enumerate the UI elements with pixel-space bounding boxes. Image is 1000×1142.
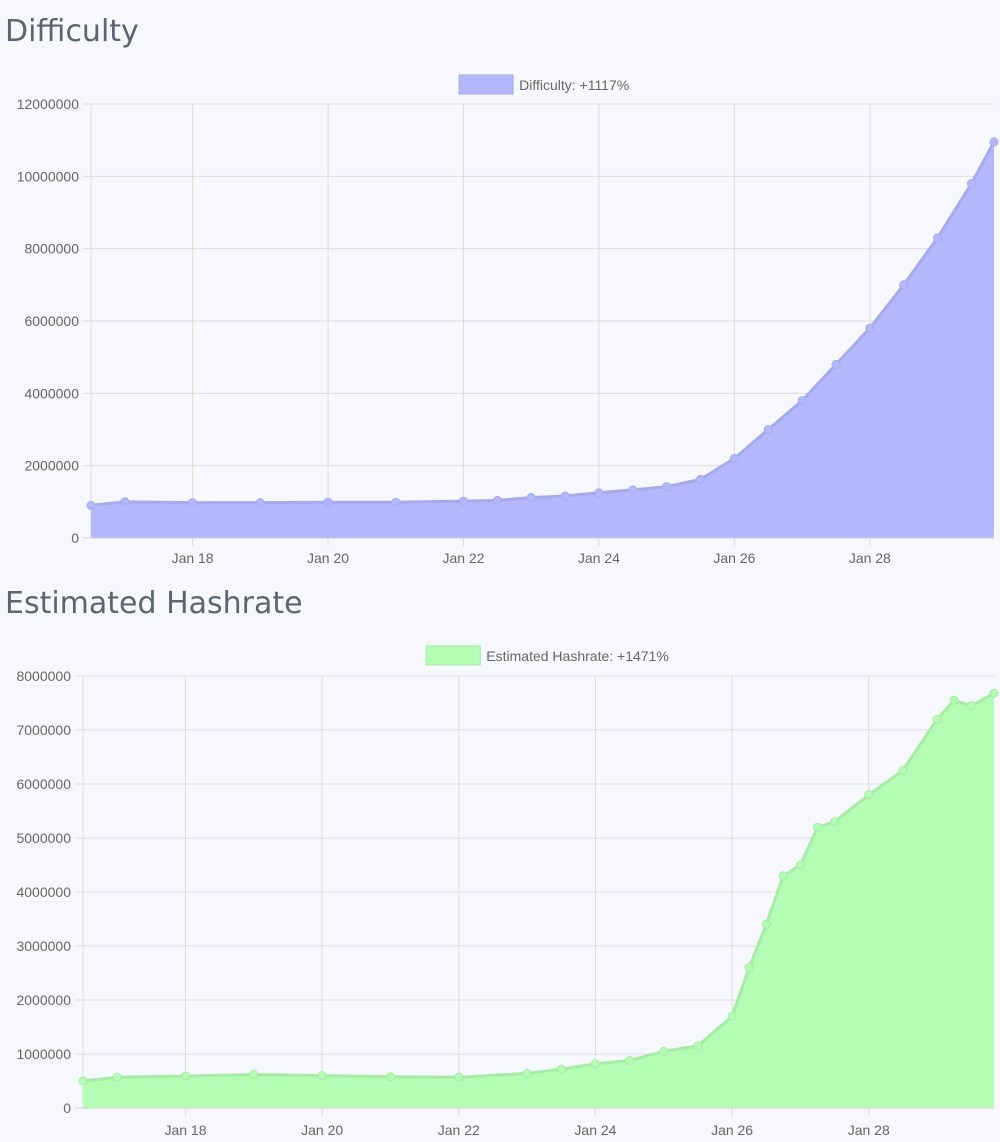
x-tick-label: Jan 28 xyxy=(848,1122,890,1138)
hashrate-title: Estimated Hashrate xyxy=(5,586,303,621)
y-tick-label: 0 xyxy=(63,1100,71,1116)
x-tick-label: Jan 26 xyxy=(713,550,755,566)
data-point[interactable] xyxy=(662,482,672,492)
data-point[interactable] xyxy=(898,766,908,775)
data-point[interactable] xyxy=(830,817,840,827)
data-point[interactable] xyxy=(696,474,705,484)
y-tick-label: 2000000 xyxy=(16,992,71,1008)
x-tick-label: Jan 18 xyxy=(164,1122,206,1138)
data-point[interactable] xyxy=(899,280,909,290)
data-point[interactable] xyxy=(255,498,265,508)
data-point[interactable] xyxy=(120,497,130,507)
data-point[interactable] xyxy=(249,1070,259,1079)
data-point[interactable] xyxy=(932,714,942,724)
y-tick-label: 4000000 xyxy=(24,385,79,401)
data-point[interactable] xyxy=(949,695,959,705)
y-tick-label: 5000000 xyxy=(16,830,71,846)
data-point[interactable] xyxy=(763,425,773,434)
y-tick-label: 6000000 xyxy=(24,313,79,329)
data-point[interactable] xyxy=(625,1056,635,1065)
data-point[interactable] xyxy=(659,1046,669,1056)
legend-swatch[interactable] xyxy=(458,74,514,95)
y-tick-label: 2000000 xyxy=(24,458,79,474)
data-point[interactable] xyxy=(864,790,874,800)
difficulty-chart: Difficulty: +1117% 0 2000000 4000000 6000000… xyxy=(17,74,999,566)
data-point[interactable] xyxy=(459,496,468,506)
x-tick-label: Jan 20 xyxy=(307,550,349,566)
data-point[interactable] xyxy=(831,359,841,369)
y-tick-label: 6000000 xyxy=(16,776,71,792)
data-point[interactable] xyxy=(112,1072,122,1082)
x-tick-label: Jan 24 xyxy=(574,1122,616,1138)
data-point[interactable] xyxy=(989,137,999,147)
data-point[interactable] xyxy=(865,323,875,333)
series-area xyxy=(91,142,994,538)
data-point[interactable] xyxy=(323,497,333,507)
data-point[interactable] xyxy=(391,497,401,507)
x-tick-label: Jan 28 xyxy=(849,550,891,566)
data-point[interactable] xyxy=(933,233,943,243)
data-point[interactable] xyxy=(797,396,807,406)
y-tick-label: 1000000 xyxy=(16,1046,71,1062)
y-tick-label: 8000000 xyxy=(16,668,71,684)
legend-label[interactable]: Estimated Hashrate: +1471% xyxy=(486,648,669,664)
data-point[interactable] xyxy=(78,1076,88,1086)
data-point[interactable] xyxy=(966,701,976,711)
y-tick-label: 10000000 xyxy=(17,168,80,184)
data-point[interactable] xyxy=(966,179,976,189)
data-point[interactable] xyxy=(727,1011,737,1021)
data-point[interactable] xyxy=(556,1064,566,1074)
data-point[interactable] xyxy=(526,493,536,502)
data-point[interactable] xyxy=(590,1059,600,1069)
data-point[interactable] xyxy=(560,491,570,501)
y-tick-label: 4000000 xyxy=(16,884,71,900)
series-line xyxy=(82,691,995,1083)
data-point[interactable] xyxy=(795,860,805,870)
x-tick-label: Jan 20 xyxy=(301,1122,343,1138)
data-point[interactable] xyxy=(386,1072,395,1082)
data-point[interactable] xyxy=(188,498,198,508)
y-tick-label: 8000000 xyxy=(24,241,79,257)
data-point[interactable] xyxy=(761,919,771,929)
data-point[interactable] xyxy=(454,1072,464,1082)
hashrate-chart: Estimated Hashrate: +1471% 0 1000000 200000… xyxy=(16,645,999,1138)
difficulty-title: Difficulty xyxy=(5,14,139,49)
x-tick-label: Jan 26 xyxy=(711,1122,753,1138)
y-tick-label: 3000000 xyxy=(16,938,71,954)
x-tick-label: Jan 22 xyxy=(442,550,484,566)
legend-label[interactable]: Difficulty: +1117% xyxy=(519,77,629,93)
legend-swatch[interactable] xyxy=(425,645,481,666)
x-tick-label: Jan 22 xyxy=(438,1122,480,1138)
x-tick-label: Jan 24 xyxy=(578,550,620,566)
data-point[interactable] xyxy=(628,485,638,495)
data-point[interactable] xyxy=(729,453,739,463)
data-point[interactable] xyxy=(181,1071,190,1081)
series-area xyxy=(83,693,994,1108)
y-tick-label: 12000000 xyxy=(17,96,80,112)
x-tick-label: Jan 18 xyxy=(172,550,214,566)
data-point[interactable] xyxy=(522,1068,532,1078)
data-point[interactable] xyxy=(813,822,822,832)
data-point[interactable] xyxy=(778,871,788,881)
data-point[interactable] xyxy=(492,495,502,505)
y-tick-label: 7000000 xyxy=(16,722,71,738)
data-point[interactable] xyxy=(317,1071,327,1081)
data-point[interactable] xyxy=(693,1041,703,1051)
data-point[interactable] xyxy=(86,500,96,510)
data-point[interactable] xyxy=(744,963,754,973)
data-point[interactable] xyxy=(989,688,999,698)
data-point[interactable] xyxy=(594,488,604,498)
y-tick-label: 0 xyxy=(71,530,79,546)
